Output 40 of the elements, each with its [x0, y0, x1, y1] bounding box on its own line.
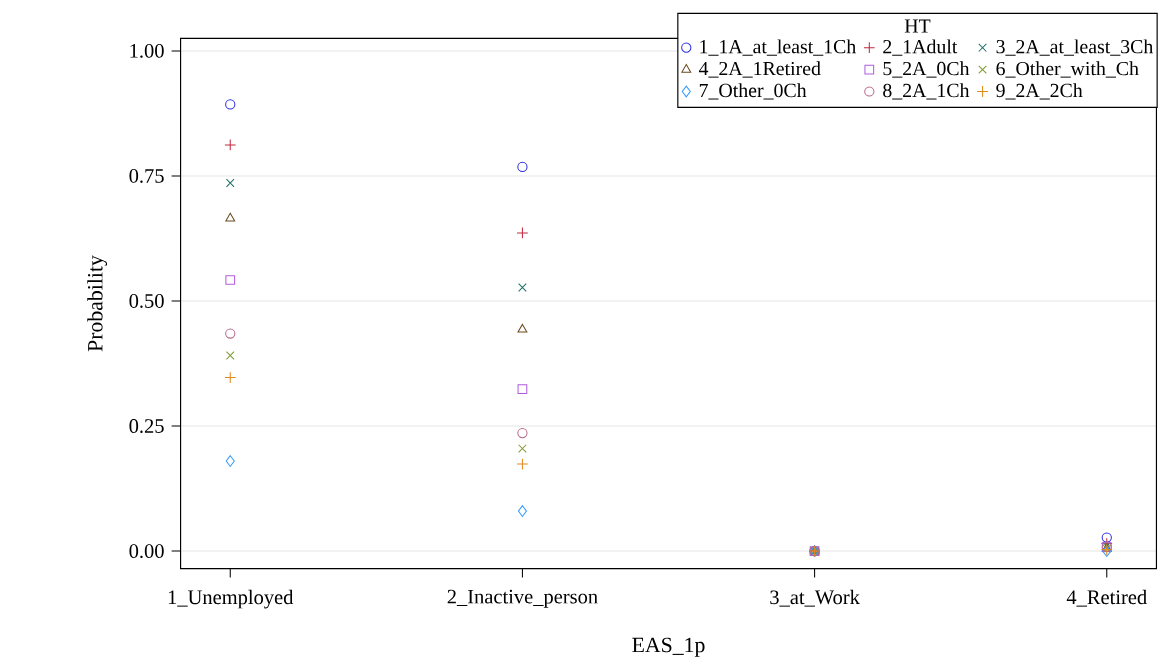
point	[225, 178, 235, 188]
point	[225, 351, 235, 360]
legend-title: HT	[904, 19, 931, 33]
point	[516, 227, 529, 239]
x-axis-title: EAS_1p	[632, 637, 705, 657]
point	[224, 139, 237, 151]
y-tick-label: 0.00	[129, 544, 164, 559]
legend-label: 5_2A_0Ch	[883, 61, 970, 78]
point	[225, 328, 236, 339]
point	[516, 458, 529, 470]
point	[517, 427, 528, 439]
legend-label: 1_1A_at_least_1Ch	[700, 39, 856, 56]
point	[517, 161, 528, 173]
point	[225, 212, 236, 222]
legend-label: 8_2A_1Ch	[883, 83, 970, 100]
y-axis-title: Probability	[87, 255, 108, 352]
point	[517, 384, 528, 394]
point	[517, 323, 528, 333]
legend-label: 6_Other_with_Ch	[996, 61, 1139, 78]
x-tick-label: 4_Retired	[1066, 589, 1147, 607]
legend-label: 9_2A_2Ch	[996, 83, 1083, 100]
point	[1101, 532, 1112, 543]
y-tick-label: 0.50	[129, 294, 164, 309]
y-tick-label: 0.75	[129, 169, 164, 183]
x-tick-label: 2_Inactive_person	[447, 589, 598, 608]
point	[517, 505, 527, 518]
point	[225, 455, 235, 467]
legend-label: 2_1Adult	[883, 39, 958, 56]
y-tick-label: 0.25	[129, 419, 164, 434]
x-tick-label: 3_at_Work	[770, 589, 860, 607]
point	[518, 444, 527, 453]
legend-label: 7_Other_0Ch	[699, 83, 807, 100]
point	[225, 99, 236, 110]
legend-label: 3_2A_at_least_3Ch	[996, 39, 1154, 56]
point	[224, 371, 237, 384]
point	[518, 283, 527, 292]
point	[225, 275, 236, 285]
legend-label: 4_2A_1Retired	[698, 61, 821, 78]
y-tick-label: 1.00	[130, 44, 164, 58]
x-tick-label: 1_Unemployed	[168, 589, 294, 609]
